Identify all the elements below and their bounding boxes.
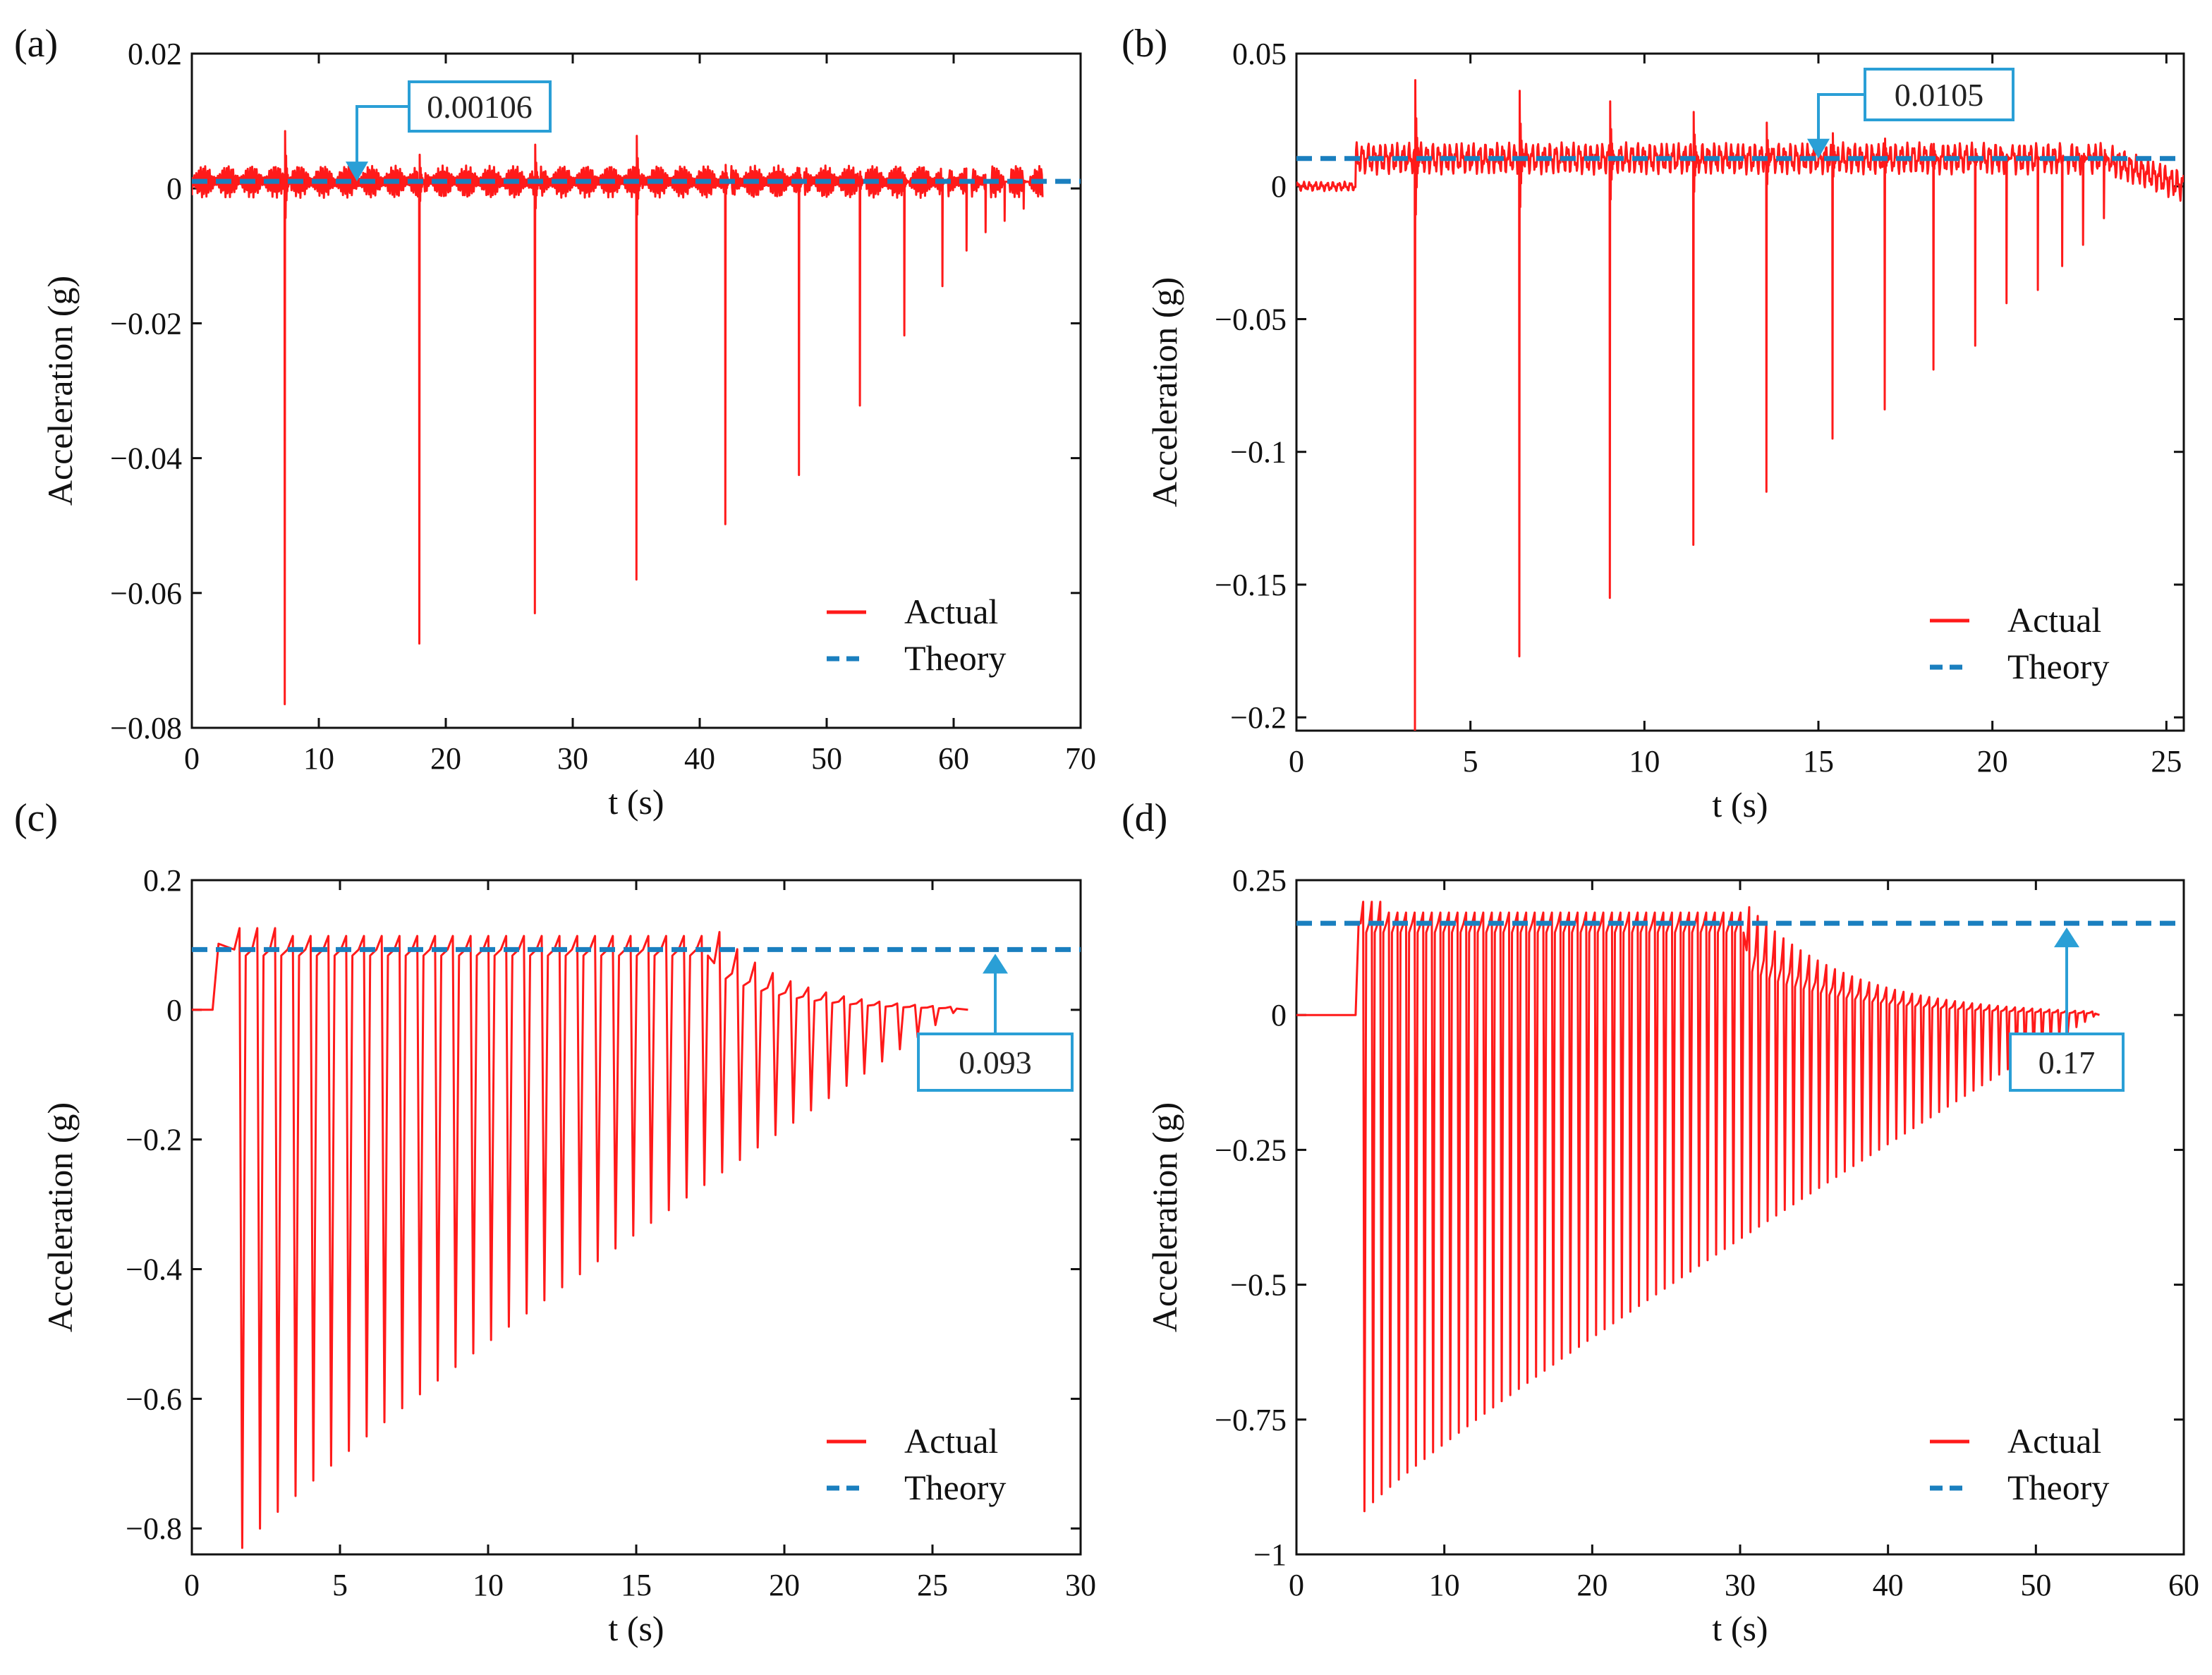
x-tick-label: 60 [938, 741, 969, 776]
legend-theory-label: Theory [2007, 647, 2109, 686]
x-axis-title: t (s) [608, 782, 664, 822]
callout-box [1864, 68, 2015, 121]
x-tick-label: 20 [769, 1568, 800, 1602]
callout-label: 0.093 [959, 1044, 1032, 1080]
callout-box [2009, 1033, 2125, 1092]
x-tick-label: 0 [1289, 1568, 1304, 1602]
callout-arrowhead [1807, 138, 1830, 159]
y-tick-label: 0.02 [128, 37, 182, 71]
x-tick-label: 10 [1629, 744, 1660, 779]
y-tick-label: −0.1 [1230, 435, 1287, 470]
y-tick-label: −0.2 [126, 1123, 182, 1157]
y-tick-label: 0.05 [1232, 37, 1287, 71]
y-tick-label: −0.02 [110, 306, 182, 341]
callout-label: 0.17 [2038, 1044, 2096, 1080]
legend-theory-label: Theory [2007, 1468, 2109, 1507]
y-axis-title: Acceleration (g) [40, 276, 80, 506]
x-tick-label: 30 [1725, 1568, 1756, 1602]
plot-frame [1295, 52, 2185, 732]
legend-actual-label: Actual [2007, 600, 2101, 640]
panel-b: 0 5 10 15 20 25 −0.2 −0.15 −0.1 −0.05 0 0.05 t (s) Ac… [1122, 22, 2185, 824]
x-tick-label: 50 [811, 741, 842, 776]
callout-box [917, 1033, 1074, 1092]
y-axis-title: Acceleration (g) [40, 1102, 80, 1332]
y-tick-label: −0.04 [110, 441, 182, 476]
x-axis-title: t (s) [1712, 1609, 1768, 1648]
panel-a: 0 10 20 30 40 50 60 70 −0.08 −0.06 −0.04 −0.02 0 0.02… [14, 22, 1096, 822]
x-tick-label: 40 [1873, 1568, 1904, 1602]
y-tick-label: −0.75 [1215, 1403, 1287, 1437]
y-tick-label: 0.25 [1232, 863, 1287, 898]
y-tick-label: −0.15 [1215, 568, 1287, 602]
y-tick-label: −0.6 [126, 1382, 182, 1416]
y-tick-label: −0.8 [126, 1511, 182, 1546]
x-tick-label: 25 [2151, 744, 2182, 779]
x-tick-label: 40 [684, 741, 715, 776]
callout-arrow [1817, 93, 1865, 143]
y-axis-title: Acceleration (g) [1145, 1102, 1184, 1332]
callout-arrowhead [346, 162, 368, 182]
series-actual-line [1296, 79, 2184, 731]
callout-label: 0.00106 [427, 89, 533, 125]
y-tick-label: −0.06 [110, 576, 182, 611]
y-tick-label: −0.05 [1215, 302, 1287, 336]
legend-theory-label: Theory [904, 638, 1006, 678]
y-tick-label: 0 [166, 993, 182, 1028]
y-tick-label: −1 [1253, 1537, 1287, 1572]
x-axis-title: t (s) [1712, 785, 1768, 824]
plot-frame [190, 52, 1082, 729]
y-tick-label: −0.5 [1230, 1268, 1287, 1303]
x-tick-label: 15 [1803, 744, 1834, 779]
panel-label: (d) [1122, 796, 1167, 840]
callout-arrowhead [2054, 927, 2079, 948]
y-tick-label: 0.2 [143, 863, 182, 898]
x-tick-label: 50 [2020, 1568, 2051, 1602]
x-tick-label: 10 [1429, 1568, 1460, 1602]
x-tick-label: 20 [1977, 744, 2008, 779]
legend-actual-label: Actual [904, 592, 998, 631]
x-tick-label: 0 [1289, 744, 1304, 779]
x-tick-label: 5 [332, 1568, 348, 1602]
x-tick-label: 25 [917, 1568, 948, 1602]
series-actual-line [1296, 901, 2100, 1513]
x-tick-label: 15 [621, 1568, 652, 1602]
x-tick-label: 10 [473, 1568, 504, 1602]
y-tick-label: −0.4 [126, 1253, 182, 1287]
panel-c: 0 5 10 15 20 25 30 −0.8 −0.6 −0.4 −0.2 0 0.2 t (s) Acc… [14, 796, 1096, 1648]
legend-theory-label: Theory [904, 1468, 1006, 1507]
series-actual-line [192, 927, 968, 1549]
callout-arrow [356, 105, 409, 166]
callout-box [408, 80, 552, 133]
y-tick-label: 0 [166, 171, 182, 206]
x-tick-label: 20 [1576, 1568, 1608, 1602]
x-axis-title: t (s) [608, 1609, 664, 1648]
series-actual-line [192, 130, 1044, 705]
y-tick-label: −0.25 [1215, 1133, 1287, 1167]
callout-arrowhead [983, 954, 1008, 974]
panel-d: 0 10 20 30 40 50 60 −1 −0.75 −0.5 −0.25 0 0.25 t (s) A… [1122, 796, 2199, 1648]
x-tick-label: 0 [184, 741, 200, 776]
y-tick-label: −0.08 [110, 711, 182, 745]
callout-label: 0.0105 [1895, 77, 1984, 113]
panel-label: (c) [14, 796, 58, 840]
x-tick-label: 30 [557, 741, 588, 776]
panel-label: (b) [1122, 22, 1167, 66]
x-tick-label: 60 [2168, 1568, 2199, 1602]
panel-label: (a) [14, 22, 58, 66]
y-axis-title: Acceleration (g) [1145, 277, 1184, 507]
legend-actual-label: Actual [2007, 1421, 2101, 1461]
y-tick-label: −0.2 [1230, 700, 1287, 735]
y-tick-label: 0 [1271, 169, 1287, 204]
x-tick-label: 30 [1065, 1568, 1096, 1602]
x-tick-label: 70 [1065, 741, 1096, 776]
x-tick-label: 10 [303, 741, 334, 776]
x-tick-label: 5 [1463, 744, 1478, 779]
x-tick-label: 0 [184, 1568, 200, 1602]
x-tick-label: 20 [430, 741, 461, 776]
legend-actual-label: Actual [904, 1421, 998, 1461]
y-tick-label: 0 [1271, 998, 1287, 1033]
